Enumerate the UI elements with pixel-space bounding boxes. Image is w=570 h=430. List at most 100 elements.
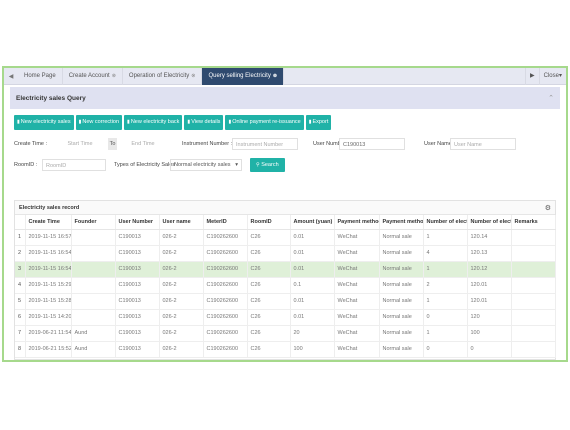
table-cell: 4 [423, 245, 468, 262]
column-header[interactable]: Founder [71, 215, 116, 230]
table-cell: 2019-11-15 16:54:4 [25, 261, 72, 278]
panel-title: Electricity sales Query [16, 94, 86, 102]
column-header[interactable]: Payment method [379, 215, 424, 230]
new-electricity-back-button[interactable]: ▮ New electricity back [124, 115, 183, 130]
table-cell: Normal sale [379, 293, 424, 310]
table-cell: C190013 [115, 341, 160, 358]
table-cell: C26 [247, 341, 291, 358]
table-cell: 1 [15, 229, 26, 246]
create-time-label: Create Time : [14, 141, 48, 147]
column-header[interactable]: MeterID [203, 215, 248, 230]
new-correction-button[interactable]: ▮ New correction [75, 115, 123, 130]
table-cell: 0 [467, 341, 512, 358]
table-cell: 2 [15, 245, 26, 262]
end-time-input[interactable]: End Time [118, 138, 168, 150]
table-cell: WeChat [334, 261, 380, 278]
types-of-electricity-sales-label: Types of Electricity Sales : [114, 162, 179, 168]
table-cell: 2019-06-21 11:54:2 [25, 325, 72, 342]
tab-close-icon[interactable]: ⊗ [272, 72, 278, 79]
tab-scroll-right-icon[interactable]: ▶ [525, 68, 539, 85]
button-label: View details [191, 119, 221, 125]
tab-create-account[interactable]: Create Account ⊗ [63, 68, 123, 85]
table-cell: Normal sale [379, 229, 424, 246]
toolbar: ▮ New electricity sales ▮ New correction… [10, 109, 560, 130]
electricity-sales-type-select[interactable]: Normal electricity sales ▾ [170, 159, 242, 171]
sales-records-panel: Electricity sales record ⚙ Create Time Fo… [14, 200, 556, 360]
table-cell: Normal sale [379, 261, 424, 278]
tab-close-icon[interactable]: ⊗ [191, 72, 196, 79]
table-cell: Normal sale [379, 277, 424, 294]
table-cell: WeChat [334, 309, 380, 326]
search-icon: ⚲ [256, 162, 260, 168]
table-cell: C190262600 [203, 277, 248, 294]
column-header[interactable]: Amount (yuan) [290, 215, 335, 230]
user-number-input[interactable]: C190013 [339, 138, 405, 150]
tab-query-selling-electricity[interactable]: Query selling Electricity ⊗ [202, 68, 285, 85]
close-tabs-menu[interactable]: Close▾ [538, 68, 566, 85]
tab-home-page[interactable]: Home Page [18, 68, 63, 85]
main-content: Electricity sales Query ⌃ ▮ New electric… [10, 87, 560, 360]
export-button[interactable]: ▮ Export [305, 115, 332, 130]
table-cell: C26 [247, 309, 291, 326]
records-header: Electricity sales record ⚙ [15, 201, 555, 215]
tab-scroll-left-icon[interactable]: ◀ [8, 73, 14, 80]
column-header[interactable]: Number of electric [423, 215, 468, 230]
search-button[interactable]: ⚲ Search [250, 158, 285, 172]
document-icon: ▮ [308, 119, 312, 125]
column-header[interactable] [15, 215, 26, 230]
table-cell: 1 [423, 229, 468, 246]
panel-header: Electricity sales Query ⌃ [10, 87, 560, 109]
column-header[interactable]: User Number [115, 215, 160, 230]
tab-label: Create Account [68, 72, 110, 79]
column-header[interactable]: Remarks [511, 215, 556, 230]
table-cell [511, 293, 556, 310]
column-header[interactable]: User name [159, 215, 204, 230]
table-cell: C26 [247, 245, 291, 262]
table-cell: Normal sale [379, 325, 424, 342]
online-payment-reissuance-button[interactable]: ▮ Online payment re-issuance [225, 115, 304, 130]
instrument-number-input[interactable]: Instrument Number [232, 138, 298, 150]
tab-close-icon[interactable]: ⊗ [111, 72, 116, 79]
table-cell: C190013 [115, 293, 160, 310]
table-cell: 026-2 [159, 245, 204, 262]
gear-icon[interactable]: ⚙ [544, 204, 551, 212]
table-cell: C190013 [115, 229, 160, 246]
records-title: Electricity sales record [19, 204, 80, 211]
table-cell: 026-2 [159, 261, 204, 278]
table-cell: 0.01 [290, 293, 335, 310]
table-cell [71, 309, 116, 326]
column-header[interactable]: Payment method [334, 215, 380, 230]
table-cell: Normal sale [379, 341, 424, 358]
user-name-label: User Name : [424, 141, 455, 147]
collapse-icon[interactable]: ⌃ [548, 95, 554, 102]
table-cell: 0 [423, 309, 468, 326]
button-label: Online payment re-issuance [232, 119, 301, 125]
new-electricity-sales-button[interactable]: ▮ New electricity sales [14, 115, 74, 130]
table-cell: C190262600 [203, 245, 248, 262]
table-cell: C26 [247, 277, 291, 294]
start-time-input[interactable]: Start Time [54, 138, 106, 150]
instrument-number-label: Instrument Number : [182, 141, 233, 147]
table-cell: 2019-11-15 15:28:52 [25, 293, 72, 310]
column-header[interactable]: RoomID [247, 215, 291, 230]
table-cell: 0.01 [290, 245, 335, 262]
table-cell: C26 [247, 261, 291, 278]
table-cell: 100 [467, 325, 512, 342]
user-name-input[interactable]: User Name [450, 138, 516, 150]
view-details-button[interactable]: ▮ View details [184, 115, 224, 130]
button-label: Export [312, 119, 329, 125]
column-header[interactable]: Create Time [25, 215, 72, 230]
tab-operation-of-electricity[interactable]: Operation of Electricity ⊗ [123, 68, 203, 85]
roomid-input[interactable]: RoomID [42, 159, 106, 171]
column-header[interactable]: Number of electric [467, 215, 512, 230]
table-cell: 1 [423, 293, 468, 310]
table-cell [71, 277, 116, 294]
